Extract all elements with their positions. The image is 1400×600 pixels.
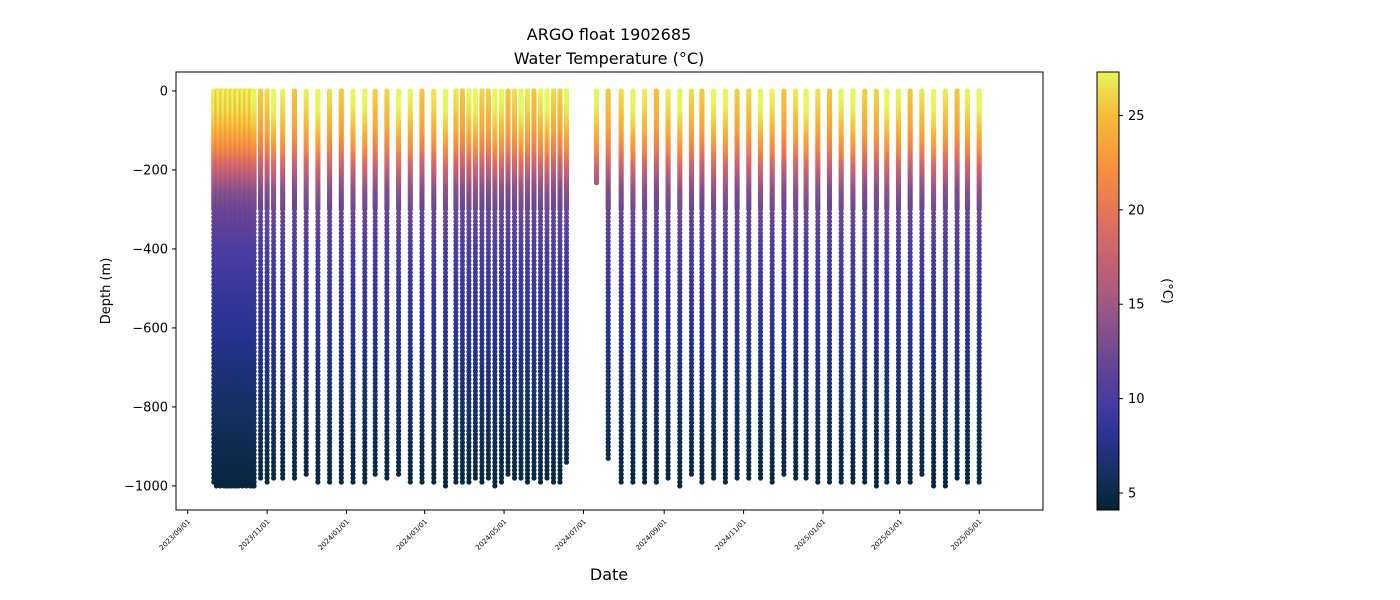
data-point: [258, 475, 264, 481]
chart-title: ARGO float 1902685: [527, 25, 691, 44]
profile: [258, 88, 264, 481]
profile: [271, 88, 277, 481]
profile: [251, 88, 257, 489]
data-point: [264, 479, 270, 485]
profile: [264, 88, 270, 485]
chart-subtitle: Water Temperature (°C): [514, 49, 704, 68]
profile-points: [211, 88, 982, 489]
data-point: [251, 483, 257, 489]
